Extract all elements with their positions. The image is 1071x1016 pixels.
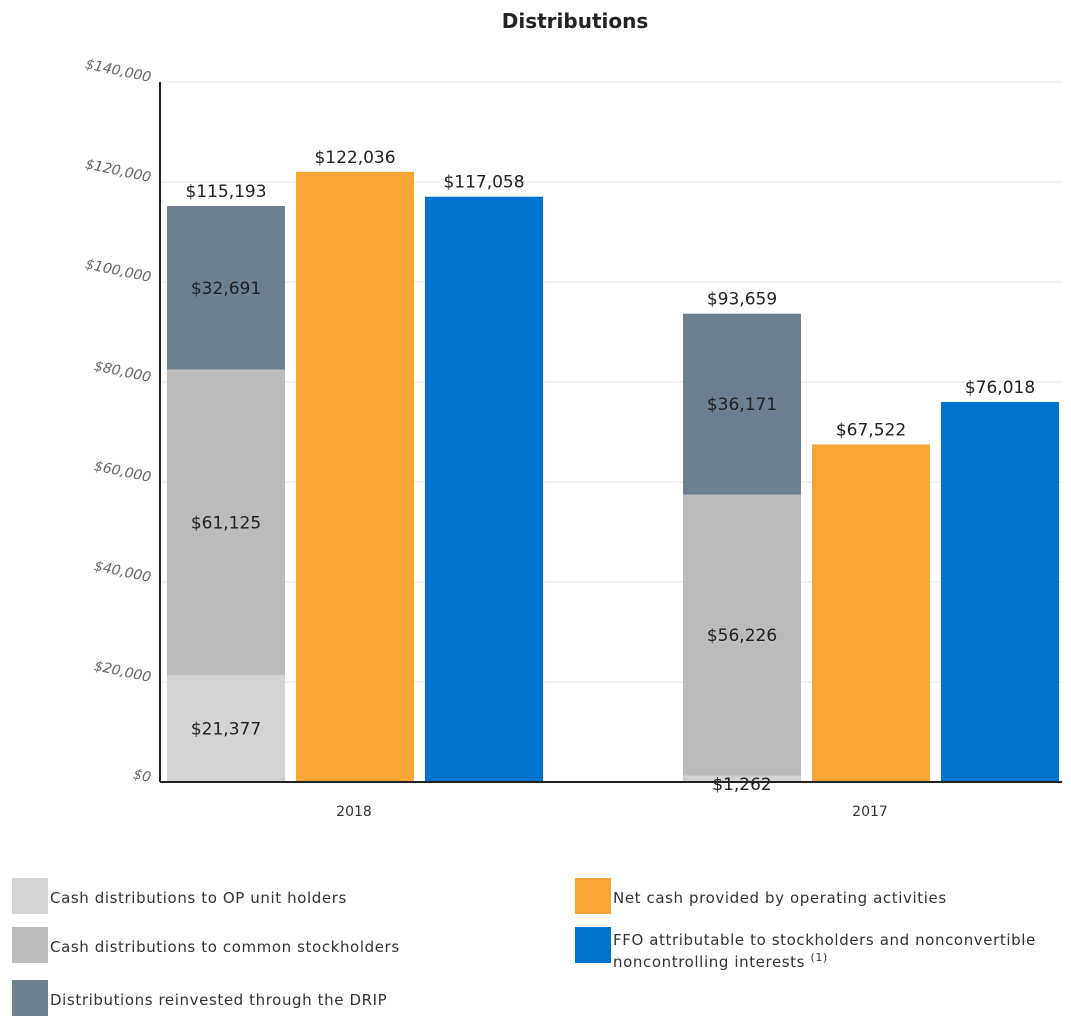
bar [812,444,930,782]
y-tick-label: $20,000 [93,658,153,686]
legend-swatch-op-unit-holders [12,878,48,914]
y-tick-label: $40,000 [93,558,153,586]
bar-segment [167,369,285,676]
bar-segment-label: $21,377 [191,720,261,740]
legend-label-ffo: FFO attributable to stockholders and non… [613,931,1071,971]
bar-value-label: $76,018 [965,378,1035,398]
x-category-label: 2018 [336,804,372,820]
y-tick-label: $100,000 [84,256,153,286]
legend-label-common-stockholders: Cash distributions to common stockholder… [50,938,400,956]
bar-value-label: $67,522 [836,420,906,440]
bar-segment-label: $1,262 [712,775,771,795]
bar-segment-label: $36,171 [707,395,777,415]
bar-segment [683,775,801,782]
bar [425,196,543,782]
bar-value-label: $117,058 [443,173,524,193]
legend-swatch-drip [12,980,48,1016]
distributions-chart: Distributions $21,377 $61,125 $32,691 $115,… [84,9,1062,820]
y-tick-label: $140,000 [84,56,153,86]
bar-segment-label: $32,691 [191,279,261,299]
y-tick-label: $0 [132,767,153,786]
bar-segment [167,675,285,782]
chart-title: Distributions [502,9,649,33]
legend-ffo-footnote: (1) [810,951,828,964]
legend-swatch-common-stockholders [12,927,48,963]
stacked-total-label: $93,659 [707,290,777,310]
bar [941,401,1059,782]
stacked-total-label: $115,193 [185,182,266,202]
y-tick-label: $80,000 [93,358,153,386]
x-category-label: 2017 [852,804,888,820]
y-tick-label: $120,000 [84,156,153,186]
bar-segment [683,313,801,495]
bar-segment-label: $61,125 [191,513,261,533]
bar-segment [683,494,801,776]
legend-swatch-ffo [575,927,611,963]
bar-segment-label: $56,226 [707,626,777,646]
y-tick-label: $60,000 [93,458,153,486]
legend-ffo-text: FFO attributable to stockholders and non… [613,931,1036,971]
bar-segment [167,206,285,370]
legend-label-op-unit-holders: Cash distributions to OP unit holders [50,889,347,907]
bar-value-label: $122,036 [314,148,395,168]
bar [296,171,414,782]
legend-label-drip: Distributions reinvested through the DRI… [50,991,388,1009]
legend-swatch-net-cash [575,878,611,914]
legend-label-net-cash: Net cash provided by operating activitie… [613,889,947,907]
